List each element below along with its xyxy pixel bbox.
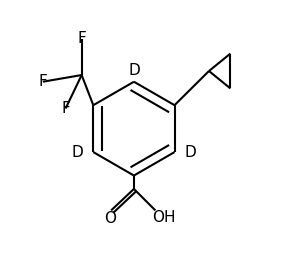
Text: D: D [128, 63, 140, 78]
Text: OH: OH [152, 210, 176, 225]
Text: F: F [77, 31, 86, 46]
Text: F: F [61, 101, 70, 116]
Text: D: D [184, 145, 196, 159]
Text: F: F [38, 74, 47, 89]
Text: D: D [72, 145, 84, 159]
Text: O: O [104, 211, 116, 226]
